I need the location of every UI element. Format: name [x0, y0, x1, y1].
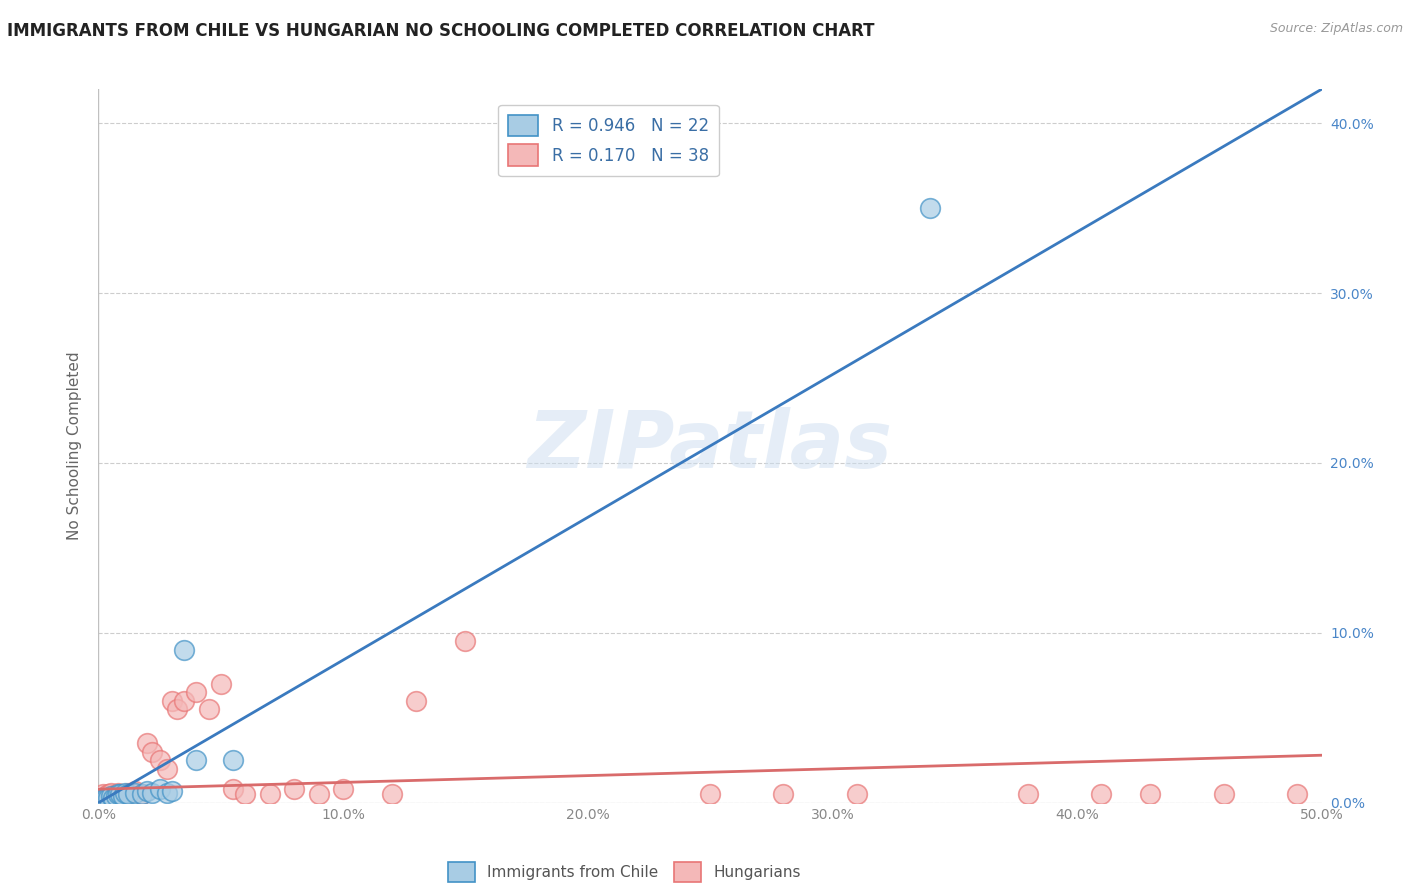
Point	[209, 677, 232, 691]
Point	[1090, 787, 1112, 801]
Point	[131, 787, 153, 801]
Point	[141, 786, 163, 800]
Point	[920, 201, 942, 215]
Point	[136, 736, 159, 750]
Point	[101, 790, 124, 805]
Point	[124, 784, 146, 798]
Text: ZIPatlas: ZIPatlas	[527, 407, 893, 485]
Point	[772, 787, 794, 801]
Point	[117, 787, 139, 801]
Point	[381, 787, 404, 801]
Point	[160, 784, 183, 798]
Point	[91, 787, 114, 801]
Point	[160, 694, 183, 708]
Point	[111, 789, 134, 803]
Point	[1017, 787, 1039, 801]
Point	[131, 787, 153, 801]
Point	[173, 643, 195, 657]
Point	[97, 790, 120, 805]
Point	[104, 789, 127, 803]
Point	[222, 782, 245, 797]
Point	[166, 702, 188, 716]
Point	[1139, 787, 1161, 801]
Point	[111, 787, 134, 801]
Point	[845, 787, 868, 801]
Point	[283, 782, 305, 797]
Point	[100, 789, 122, 803]
Text: IMMIGRANTS FROM CHILE VS HUNGARIAN NO SCHOOLING COMPLETED CORRELATION CHART: IMMIGRANTS FROM CHILE VS HUNGARIAN NO SC…	[7, 22, 875, 40]
Point	[101, 790, 124, 805]
Y-axis label: No Schooling Completed: No Schooling Completed	[67, 351, 83, 541]
Point	[186, 753, 208, 767]
Legend: Immigrants from Chile, Hungarians: Immigrants from Chile, Hungarians	[441, 856, 807, 888]
Point	[699, 787, 721, 801]
Point	[136, 784, 159, 798]
Point	[308, 787, 330, 801]
Point	[114, 786, 136, 800]
Point	[1212, 787, 1234, 801]
Point	[454, 634, 477, 648]
Point	[104, 789, 127, 803]
Point	[1286, 787, 1309, 801]
Point	[110, 787, 132, 801]
Point	[186, 685, 208, 699]
Point	[233, 787, 256, 801]
Point	[332, 782, 354, 797]
Point	[91, 792, 114, 806]
Point	[94, 790, 117, 805]
Point	[259, 787, 281, 801]
Point	[100, 786, 122, 800]
Point	[156, 762, 179, 776]
Point	[222, 753, 245, 767]
Point	[107, 787, 129, 801]
Text: Source: ZipAtlas.com: Source: ZipAtlas.com	[1270, 22, 1403, 36]
Point	[149, 782, 172, 797]
Point	[141, 745, 163, 759]
Point	[149, 753, 172, 767]
Point	[117, 786, 139, 800]
Point	[197, 702, 219, 716]
Point	[173, 694, 195, 708]
Point	[124, 786, 146, 800]
Point	[405, 694, 427, 708]
Point	[94, 789, 117, 803]
Point	[107, 786, 129, 800]
Point	[156, 786, 179, 800]
Point	[97, 787, 120, 801]
